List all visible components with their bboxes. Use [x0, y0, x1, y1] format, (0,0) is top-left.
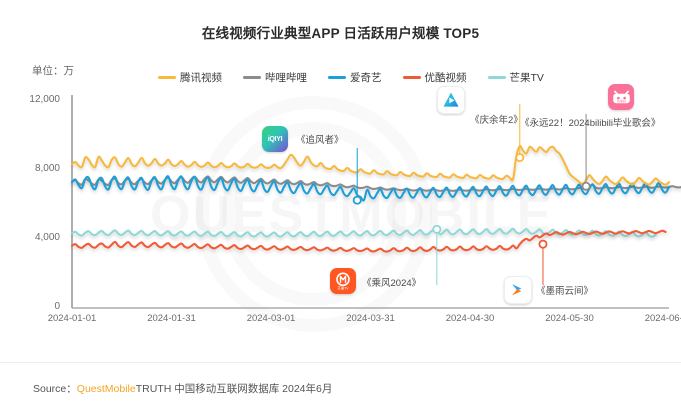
y-tick-label-2: 8,000 — [34, 163, 60, 174]
watermark-text: QUESTMOBILE — [150, 185, 553, 245]
x-tick-label-6: 2024-06-29 — [644, 313, 681, 324]
legend-label-tencent: 腾讯视频 — [180, 72, 222, 84]
legend-item-tencent[interactable]: 腾讯视频 — [158, 70, 222, 85]
bilibili-logo: bilibili — [608, 84, 634, 110]
source-prefix: Source： — [33, 383, 77, 395]
tencent-logo — [437, 86, 465, 114]
source-rest: TRUTH 中国移动互联网数据库 2024年6月 — [135, 383, 333, 395]
legend-label-iqiyi: 爱奇艺 — [350, 72, 382, 84]
annotation-label-iqiyi: 《追风者》 — [296, 135, 344, 146]
legend-swatch-bilibili — [243, 76, 261, 79]
page-title: 在线视频行业典型APP 日活跃用户规模 TOP5 — [201, 26, 480, 41]
legend-item-bilibili[interactable]: 哔哩哔哩 — [243, 70, 307, 85]
chart-legend: 腾讯视频 哔哩哔哩 爱奇艺 优酷视频 芒果TV — [158, 70, 544, 85]
svg-text:bilibili: bilibili — [617, 99, 626, 103]
youku-logo — [504, 276, 532, 304]
legend-swatch-mango — [487, 76, 506, 79]
x-tick-label-2: 2024-03-01 — [246, 313, 296, 324]
svg-text:芒果TV: 芒果TV — [338, 285, 350, 290]
x-tick-label-0: 2024-01-01 — [47, 313, 97, 324]
iqiyi-logo: iQIYI — [262, 126, 288, 152]
legend-swatch-youku — [402, 76, 421, 79]
annotation-label-mango: 《乘风2024》 — [362, 278, 422, 289]
x-tick-label-3: 2024-03-31 — [346, 313, 395, 324]
x-tick-label-1: 2024-01-31 — [147, 313, 196, 324]
annotation-label-tencent: 《庆余年2》 — [470, 115, 523, 126]
x-tick-label-5: 2024-05-30 — [545, 313, 594, 324]
unit-label: 单位：万 — [32, 65, 74, 77]
annotation-marker-tencent[interactable] — [515, 153, 525, 163]
legend-item-iqiyi[interactable]: 爱奇艺 — [328, 70, 382, 85]
y-tick-label-1: 4,000 — [34, 232, 60, 243]
mango-logo: 芒果TV — [330, 268, 356, 294]
footer-divider — [0, 362, 681, 363]
legend-label-bilibili: 哔哩哔哩 — [265, 72, 307, 84]
source-note: Source：QuestMobileTRUTH 中国移动互联网数据库 2024年… — [33, 381, 332, 396]
y-tick-label-0: 0 — [54, 301, 60, 312]
y-tick-label-3: 12,000 — [29, 94, 60, 105]
legend-label-mango: 芒果TV — [509, 72, 544, 84]
annotation-marker-bilibili[interactable] — [581, 181, 591, 191]
annotation-label-bilibili: 《永远22！2024bilibili毕业歌会》 — [520, 118, 661, 129]
legend-swatch-iqiyi — [328, 76, 346, 79]
legend-swatch-tencent — [158, 76, 176, 79]
legend-label-youku: 优酷视频 — [424, 72, 467, 84]
source-brand: QuestMobile — [76, 383, 136, 395]
legend-item-youku[interactable]: 优酷视频 — [402, 70, 467, 85]
legend-item-mango[interactable]: 芒果TV — [487, 70, 544, 85]
annotation-label-youku: 《墨雨云间》 — [536, 286, 594, 297]
x-tick-label-4: 2024-04-30 — [445, 313, 495, 324]
